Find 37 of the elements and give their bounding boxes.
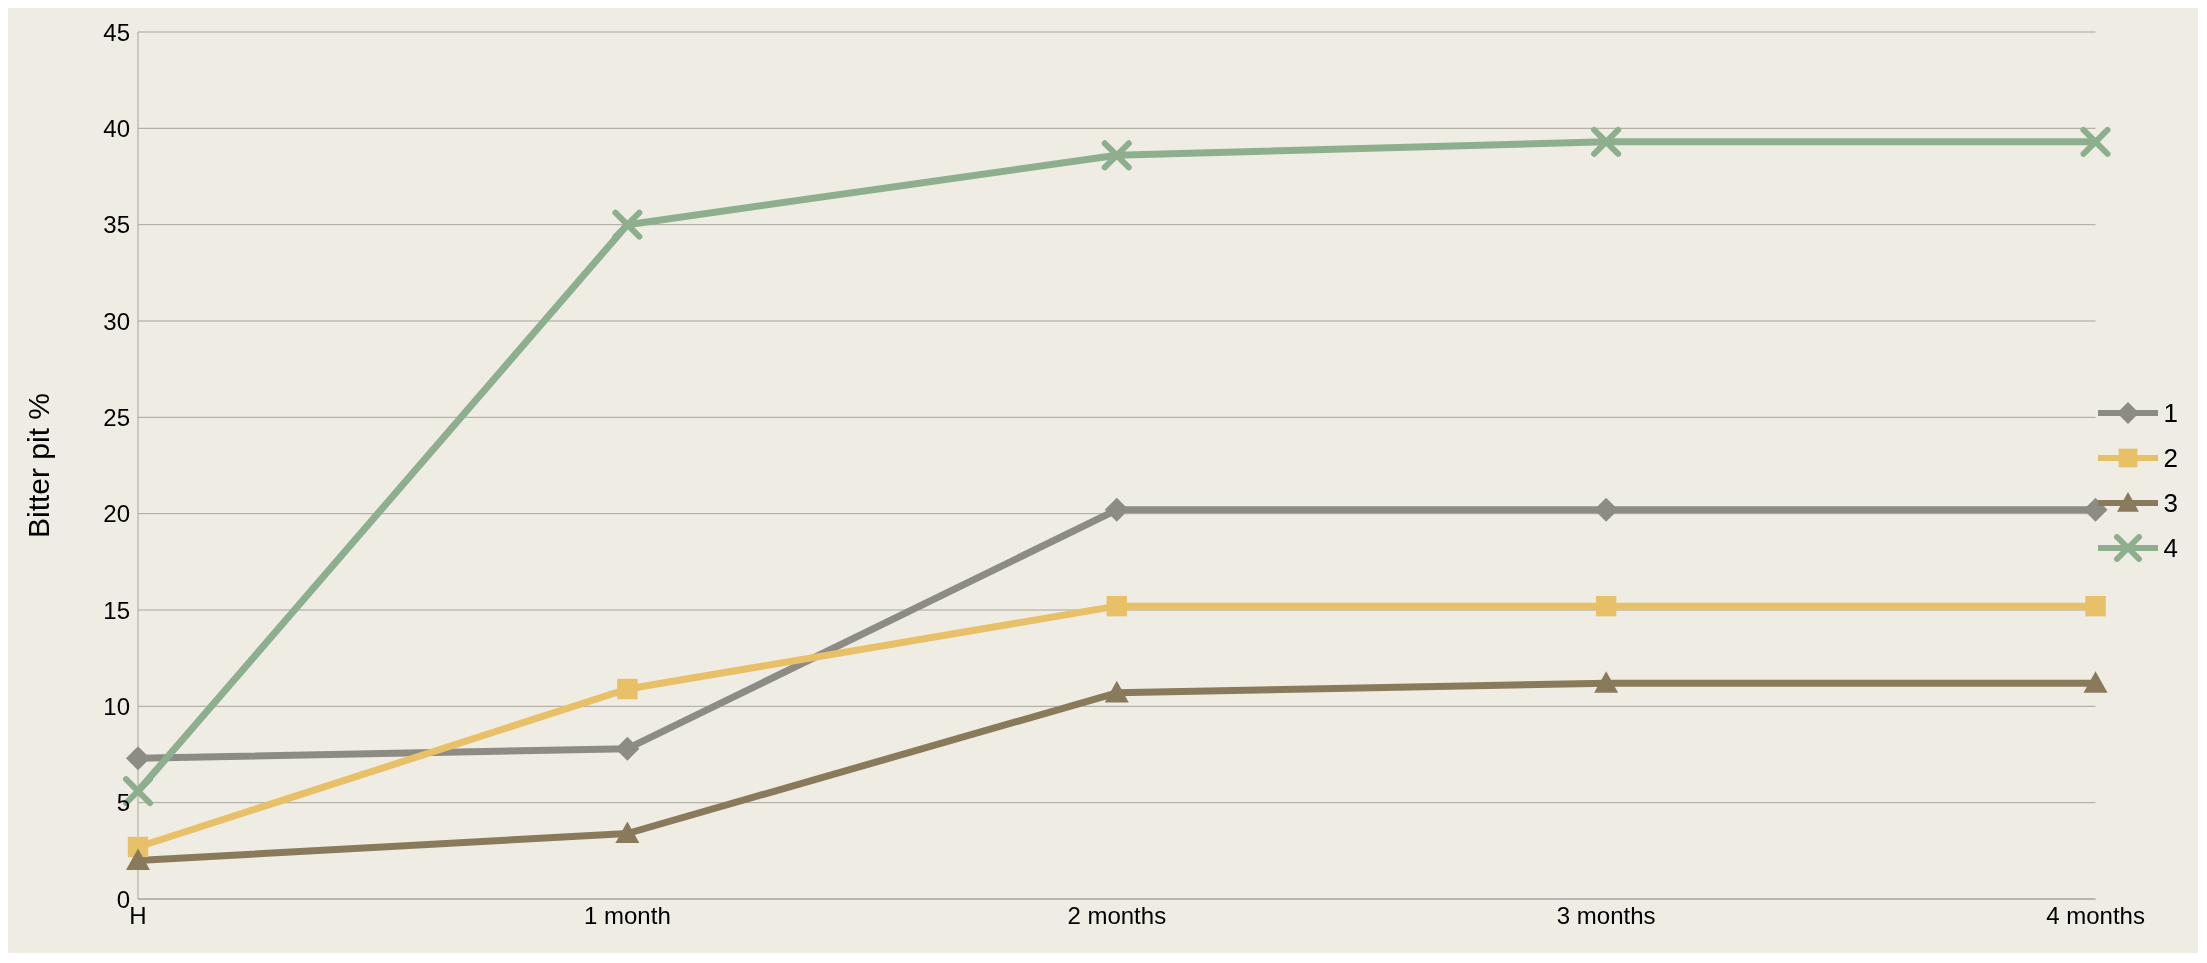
- y-tick-label: 0: [116, 885, 130, 913]
- y-tick-label: 10: [103, 692, 130, 720]
- y-tick-label: 5: [116, 789, 130, 817]
- point: [2083, 671, 2108, 693]
- y-tick-label: 30: [103, 307, 130, 335]
- legend-label: 2: [2163, 442, 2178, 474]
- y-tick-label: 35: [103, 211, 130, 239]
- point: [612, 209, 643, 240]
- point: [1101, 140, 1132, 171]
- x-tick-label: 2 months: [1067, 902, 1167, 930]
- legend-label: 4: [2163, 532, 2178, 564]
- point: [617, 678, 638, 700]
- x-tick-label: 1 month: [584, 902, 671, 930]
- point: [126, 746, 150, 771]
- x-tick-label: 3 months: [1556, 902, 1656, 930]
- point: [1595, 595, 1617, 617]
- y-tick-label: 40: [103, 114, 130, 142]
- point: [2083, 497, 2108, 522]
- point: [1594, 671, 1619, 693]
- point: [2080, 126, 2111, 157]
- y-tick-label: 15: [103, 596, 130, 624]
- legend-label: 3: [2163, 487, 2178, 519]
- y-tick-label: 25: [103, 403, 130, 431]
- point: [126, 848, 150, 871]
- point: [1104, 680, 1129, 703]
- y-axis-title: Bitter pit %: [21, 392, 55, 539]
- y-tick-label: 45: [103, 18, 130, 46]
- point: [2085, 595, 2106, 617]
- x-tick-label: H: [129, 902, 147, 930]
- point: [615, 736, 640, 761]
- point: [615, 821, 640, 844]
- y-tick-label: 20: [103, 500, 130, 528]
- x-tick-label: 4 months: [2046, 902, 2145, 930]
- point: [1591, 126, 1622, 157]
- legend-label: 1: [2163, 397, 2178, 429]
- point: [1104, 497, 1129, 522]
- point: [1106, 595, 1127, 617]
